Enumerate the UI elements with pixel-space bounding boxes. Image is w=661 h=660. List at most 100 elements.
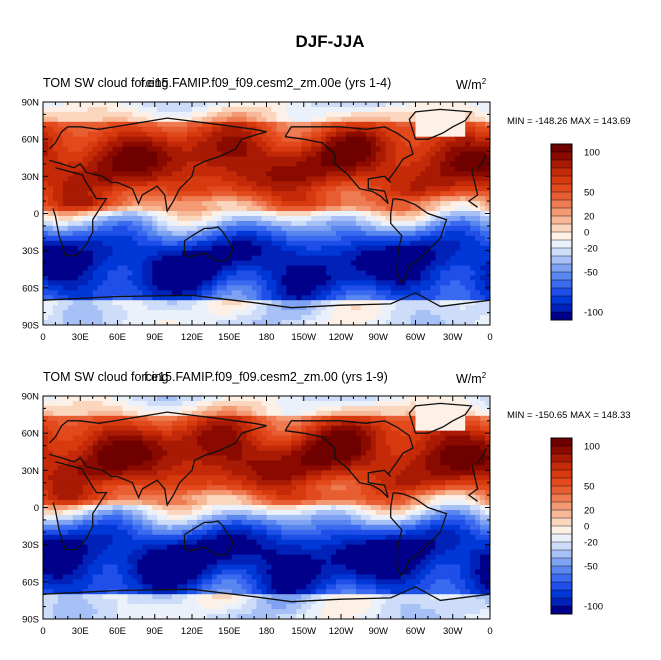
heatmap-cell bbox=[216, 186, 223, 192]
heatmap-cell bbox=[271, 290, 278, 296]
heatmap-cell bbox=[326, 420, 332, 427]
heatmap-cell bbox=[296, 121, 302, 128]
heatmap-cell bbox=[157, 156, 163, 163]
heatmap-cell bbox=[450, 121, 456, 128]
heatmap-cell bbox=[360, 121, 367, 128]
heatmap-cell bbox=[137, 285, 143, 291]
heatmap-cell bbox=[350, 191, 357, 197]
heatmap-cell bbox=[341, 410, 347, 417]
heatmap-cell bbox=[216, 211, 223, 217]
heatmap-cell bbox=[415, 400, 422, 407]
heatmap-cell bbox=[455, 215, 461, 222]
heatmap-cell bbox=[147, 166, 153, 172]
heatmap-cell bbox=[370, 310, 377, 316]
heatmap-cell bbox=[261, 116, 268, 123]
heatmap-cell bbox=[152, 270, 158, 277]
heatmap-cell bbox=[182, 131, 188, 138]
heatmap-cell bbox=[345, 181, 352, 187]
heatmap-cell bbox=[460, 265, 466, 272]
heatmap-cell bbox=[127, 270, 133, 277]
heatmap-cell bbox=[266, 410, 273, 417]
heatmap-cell bbox=[72, 102, 79, 108]
heatmap-cell bbox=[445, 146, 451, 153]
heatmap-cell bbox=[261, 280, 268, 286]
heatmap-cell bbox=[415, 250, 422, 257]
heatmap-cell bbox=[440, 270, 446, 277]
heatmap-cell bbox=[67, 300, 74, 306]
heatmap-cell bbox=[196, 425, 203, 432]
heatmap-cell bbox=[400, 141, 407, 148]
heatmap-cell bbox=[480, 305, 486, 311]
heatmap-cell bbox=[286, 270, 292, 277]
heatmap-cell bbox=[251, 161, 258, 168]
heatmap-cell bbox=[306, 410, 312, 417]
heatmap-cell bbox=[445, 161, 451, 168]
heatmap-cell bbox=[162, 245, 168, 252]
heatmap-cell bbox=[57, 196, 64, 202]
heatmap-cell bbox=[256, 171, 263, 177]
heatmap-cell bbox=[196, 235, 203, 242]
heatmap-cell bbox=[355, 430, 362, 437]
heatmap-cell bbox=[460, 126, 466, 133]
heatmap-cell bbox=[52, 196, 59, 202]
heatmap-cell bbox=[281, 106, 287, 113]
heatmap-cell bbox=[62, 186, 69, 192]
heatmap-cell bbox=[43, 315, 49, 321]
heatmap-cell bbox=[241, 121, 248, 128]
heatmap-cell bbox=[102, 206, 109, 212]
heatmap-cell bbox=[400, 211, 407, 217]
heatmap-cell bbox=[127, 405, 133, 412]
heatmap-cell bbox=[102, 310, 109, 316]
heatmap-cell bbox=[470, 131, 476, 138]
heatmap-cell bbox=[301, 211, 307, 217]
heatmap-cell bbox=[261, 435, 268, 442]
heatmap-cell bbox=[192, 166, 198, 172]
heatmap-cell bbox=[266, 240, 273, 247]
heatmap-cell bbox=[390, 211, 397, 217]
heatmap-cell bbox=[291, 171, 297, 177]
heatmap-cell bbox=[107, 116, 114, 123]
heatmap-cell bbox=[251, 111, 258, 118]
heatmap-cell bbox=[375, 315, 382, 321]
heatmap-cell bbox=[97, 201, 104, 207]
heatmap-cell bbox=[201, 211, 208, 217]
heatmap-cell bbox=[177, 310, 183, 316]
heatmap-cell bbox=[117, 315, 124, 321]
heatmap-cell bbox=[350, 255, 357, 262]
heatmap-cell bbox=[321, 181, 327, 187]
heatmap-cell bbox=[475, 176, 481, 182]
heatmap-cell bbox=[152, 280, 158, 286]
heatmap-cell bbox=[336, 141, 342, 148]
heatmap-cell bbox=[256, 106, 263, 113]
heatmap-cell bbox=[316, 235, 322, 242]
heatmap-cell bbox=[395, 191, 402, 197]
heatmap-cell bbox=[405, 270, 412, 277]
heatmap-cell bbox=[390, 265, 397, 272]
heatmap-cell bbox=[455, 171, 461, 177]
heatmap-cell bbox=[291, 161, 297, 168]
heatmap-cell bbox=[206, 265, 213, 272]
heatmap-cell bbox=[321, 396, 327, 402]
heatmap-cell bbox=[425, 425, 431, 432]
heatmap-cell bbox=[380, 116, 387, 123]
heatmap-cell bbox=[167, 111, 173, 118]
heatmap-cell bbox=[355, 136, 362, 143]
heatmap-cell bbox=[236, 285, 243, 291]
heatmap-cell bbox=[311, 320, 317, 325]
heatmap-cell bbox=[122, 295, 129, 301]
heatmap-cell bbox=[331, 305, 337, 311]
heatmap-cell bbox=[370, 102, 377, 108]
heatmap-cell bbox=[157, 211, 163, 217]
heatmap-cell bbox=[177, 285, 183, 291]
heatmap-cell bbox=[316, 131, 322, 138]
heatmap-cell bbox=[172, 176, 178, 182]
heatmap-cell bbox=[420, 410, 427, 417]
heatmap-cell bbox=[77, 285, 84, 291]
heatmap-cell bbox=[112, 405, 119, 412]
heatmap-cell bbox=[241, 201, 248, 207]
heatmap-cell bbox=[281, 295, 287, 301]
colorbar-swatch bbox=[550, 311, 573, 321]
heatmap-cell bbox=[375, 171, 382, 177]
heatmap-cell bbox=[455, 290, 461, 296]
heatmap-cell bbox=[62, 116, 69, 123]
